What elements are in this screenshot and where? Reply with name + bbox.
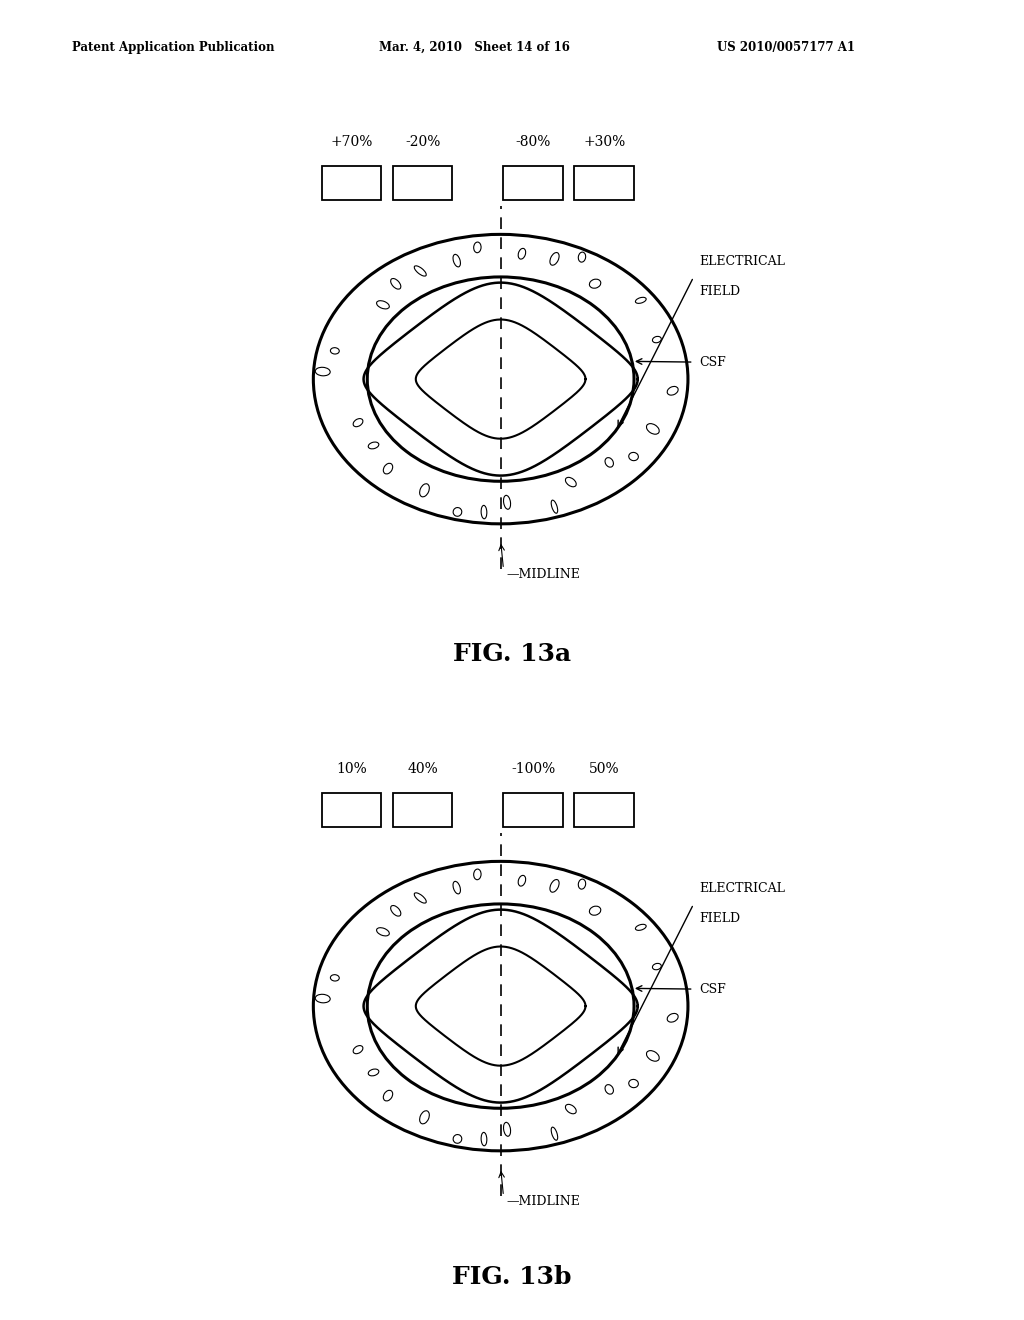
Text: Mar. 4, 2010   Sheet 14 of 16: Mar. 4, 2010 Sheet 14 of 16: [379, 41, 569, 54]
Text: US 2010/0057177 A1: US 2010/0057177 A1: [717, 41, 855, 54]
Bar: [393, 166, 453, 201]
Text: CSF: CSF: [699, 982, 726, 995]
Bar: [574, 793, 634, 828]
Bar: [504, 166, 563, 201]
Bar: [322, 793, 382, 828]
Text: 40%: 40%: [408, 762, 438, 776]
Text: FIG. 13b: FIG. 13b: [453, 1265, 571, 1288]
Text: +70%: +70%: [331, 135, 373, 149]
Text: ELECTRICAL: ELECTRICAL: [699, 883, 785, 895]
Bar: [322, 166, 382, 201]
Bar: [393, 793, 453, 828]
Text: FIELD: FIELD: [699, 285, 740, 298]
Text: FIG. 13a: FIG. 13a: [453, 642, 571, 665]
Text: FIELD: FIELD: [699, 912, 740, 925]
Text: —MIDLINE: —MIDLINE: [506, 1196, 581, 1208]
Text: +30%: +30%: [583, 135, 626, 149]
Text: 50%: 50%: [589, 762, 620, 776]
Text: CSF: CSF: [699, 355, 726, 368]
Text: —MIDLINE: —MIDLINE: [506, 569, 581, 581]
Text: -20%: -20%: [404, 135, 440, 149]
Text: -100%: -100%: [511, 762, 555, 776]
Bar: [574, 166, 634, 201]
Bar: [504, 793, 563, 828]
Text: -80%: -80%: [516, 135, 551, 149]
Text: ELECTRICAL: ELECTRICAL: [699, 256, 785, 268]
Text: Patent Application Publication: Patent Application Publication: [72, 41, 274, 54]
Text: 10%: 10%: [336, 762, 367, 776]
